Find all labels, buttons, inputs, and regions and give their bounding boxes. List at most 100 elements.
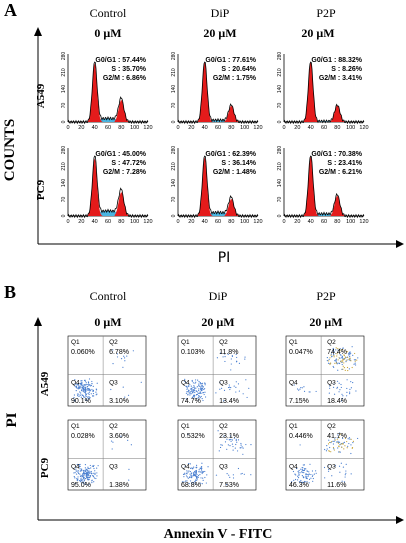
dotplot-event (89, 472, 91, 474)
dotplot-event (187, 433, 189, 435)
dotplot-event (233, 385, 235, 387)
dotplot-event (187, 477, 189, 479)
dotplot-event (342, 437, 344, 439)
histogram-g2m-fill (330, 195, 344, 216)
dotplot-event (230, 363, 232, 365)
dotplot-event (76, 480, 78, 482)
dotplot-event (120, 357, 123, 360)
dotplot-event (335, 360, 337, 362)
quadrant-label-q1: Q1 (181, 339, 190, 346)
dotplot-event (299, 481, 302, 483)
dotplot-event (89, 475, 91, 477)
dotplot-event (229, 435, 232, 437)
dotplot-event (329, 441, 331, 444)
dotplot-event (250, 443, 252, 446)
dotplot-event (194, 483, 196, 485)
dotplot-event (191, 389, 193, 391)
dotplot-event (329, 362, 332, 364)
histogram-y-tick-label: 70 (61, 197, 67, 203)
dotplot-event (297, 470, 299, 473)
dotplot-event (195, 476, 198, 478)
dotplot-event (223, 400, 225, 402)
dotplot-event (82, 474, 84, 476)
dotplot-event (344, 357, 346, 360)
dotplot-event (333, 356, 335, 358)
dotplot-event (332, 446, 335, 449)
panel-a-col-control: Control (90, 6, 127, 20)
dotplot-event (349, 391, 351, 393)
quadrant-value-q1: 0.047% (289, 349, 313, 356)
dotplot-event (79, 382, 81, 384)
dotplot-event (75, 389, 77, 392)
dotplot-event (185, 398, 187, 400)
dotplot-cell: Q1 Q2 Q4 Q3 0.060% 6.78% 90.1% 3.10% (67, 335, 147, 407)
histogram-cell: 0 20 40 60 80 100 120 0 70 140 210 280 G0/G1 : 57.44… (61, 52, 153, 131)
histogram-y-tick-label: 210 (171, 68, 177, 77)
dotplot-event (128, 479, 130, 481)
dotplot-event (78, 387, 81, 389)
histogram-y-tick-label: 140 (171, 179, 177, 188)
dotplot-event (215, 474, 218, 476)
dotplot-event (96, 467, 98, 469)
dotplot-event (335, 441, 338, 443)
dotplot-event (226, 473, 228, 475)
panel-a-row-label-pc9: PC9 (35, 179, 47, 200)
dotplot-event (186, 391, 188, 393)
dotplot-event (122, 386, 124, 388)
histogram-x-tick-label: 20 (294, 219, 300, 225)
panel-a-main-axes (34, 27, 404, 248)
quadrant-label-q3: Q3 (327, 464, 336, 471)
quadrant-label-q1: Q1 (181, 423, 190, 430)
dotplot-event (340, 443, 342, 445)
dotplot-event (220, 387, 223, 389)
dotplot-event (87, 479, 89, 481)
dotplot-event (194, 391, 196, 394)
dotplot-event (219, 388, 221, 390)
dotplot-event (333, 351, 335, 353)
dotplot-event (336, 386, 339, 388)
dotplot-event (308, 473, 311, 475)
dotplot-event (195, 471, 197, 474)
histogram-outline (283, 155, 365, 219)
dotplot-event (349, 354, 351, 356)
dotplot-event (194, 481, 196, 483)
dotplot-event (95, 388, 97, 390)
histogram-x-tick-label: 80 (118, 125, 124, 131)
dotplot-event (92, 476, 95, 478)
dotplot-event (202, 385, 204, 388)
dotplot-event (197, 396, 199, 398)
dotplot-event (189, 470, 191, 473)
dotplot-event (226, 448, 228, 450)
dotplot-event (130, 444, 132, 446)
dotplot-event (326, 360, 328, 362)
dotplot-event (89, 464, 91, 467)
dotplot-event (91, 481, 93, 484)
panel-b-y-axis-label: PI (4, 412, 20, 427)
dotplot-event (324, 477, 326, 479)
dotplot-event (73, 472, 75, 474)
dotplot-event (185, 475, 188, 477)
dotplot-event (337, 437, 339, 439)
dotplot-event (203, 393, 205, 396)
histogram-x-tick-label: 0 (66, 219, 69, 225)
dotplot-event (345, 470, 347, 472)
dotplot-event (78, 385, 80, 387)
dotplot-event (245, 379, 247, 381)
dotplot-event (202, 471, 204, 474)
dotplot-event (235, 443, 237, 446)
dotplot-event (184, 472, 186, 474)
histogram-x-tick-label: 0 (176, 219, 179, 225)
dotplot-event (219, 381, 221, 383)
histogram-y-tick-label: 140 (171, 85, 177, 94)
dotplot-event (81, 390, 83, 392)
dotplot-event (90, 472, 93, 474)
dotplot-event (337, 359, 339, 361)
dotplot-event (304, 481, 306, 483)
dotplot-event (198, 399, 200, 401)
dotplot-event (186, 388, 188, 390)
dotplot-event (77, 395, 79, 397)
dotplot-event (197, 392, 199, 394)
dotplot-event (234, 447, 236, 449)
dotplot-frame (177, 419, 257, 491)
